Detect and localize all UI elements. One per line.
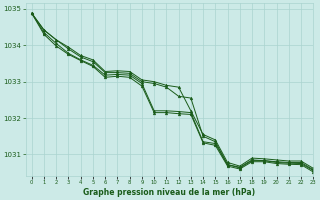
X-axis label: Graphe pression niveau de la mer (hPa): Graphe pression niveau de la mer (hPa) xyxy=(84,188,255,197)
